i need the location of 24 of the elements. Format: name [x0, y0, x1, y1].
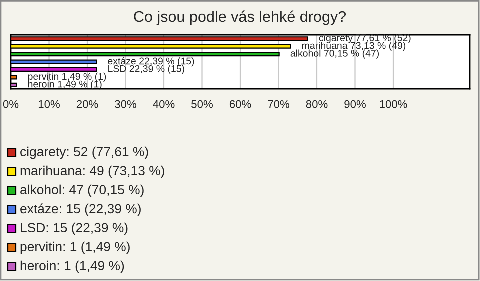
chart-title: Co jsou podle vás lehké drogy?	[134, 10, 346, 26]
x-tick-label: 0%	[3, 100, 19, 108]
x-tick-label: 30%	[115, 100, 136, 108]
x-tick-label: 100%	[380, 100, 408, 108]
x-tick-label: 20%	[76, 100, 98, 108]
data-label: LSD 22,39 % (15)	[108, 65, 184, 74]
text: cigarety: 52 (77,61 %)	[20, 146, 148, 160]
text: marihuana: 49 (73,13 %)	[20, 166, 164, 178]
x-tick-label: 80%	[306, 100, 328, 108]
x-tick-label: 90%	[344, 100, 366, 108]
text: pervitin: 1 (1,49 %)	[20, 242, 130, 254]
data-label: heroin 1,49 % (1)	[28, 80, 102, 90]
data-label: cigarety 77,61 % (52)	[319, 34, 411, 44]
text: extáze: 15 (22,39 %)	[20, 204, 141, 216]
data-label: pervitin 1,49 % (1)	[28, 72, 106, 82]
x-tick-label: 60%	[230, 100, 252, 108]
text: LSD: 15 (22,39 %)	[21, 222, 128, 236]
text: alkohol: 47 (70,15 %)	[20, 184, 144, 198]
x-tick-label: 70%	[268, 100, 290, 108]
data-label: alkohol 70,15 % (47)	[290, 50, 380, 59]
x-tick-label: 50%	[192, 100, 213, 108]
text: heroin: 1 (1,49 %)	[20, 260, 124, 274]
x-tick-label: 40%	[153, 100, 175, 108]
x-tick-label: 10%	[38, 100, 60, 108]
